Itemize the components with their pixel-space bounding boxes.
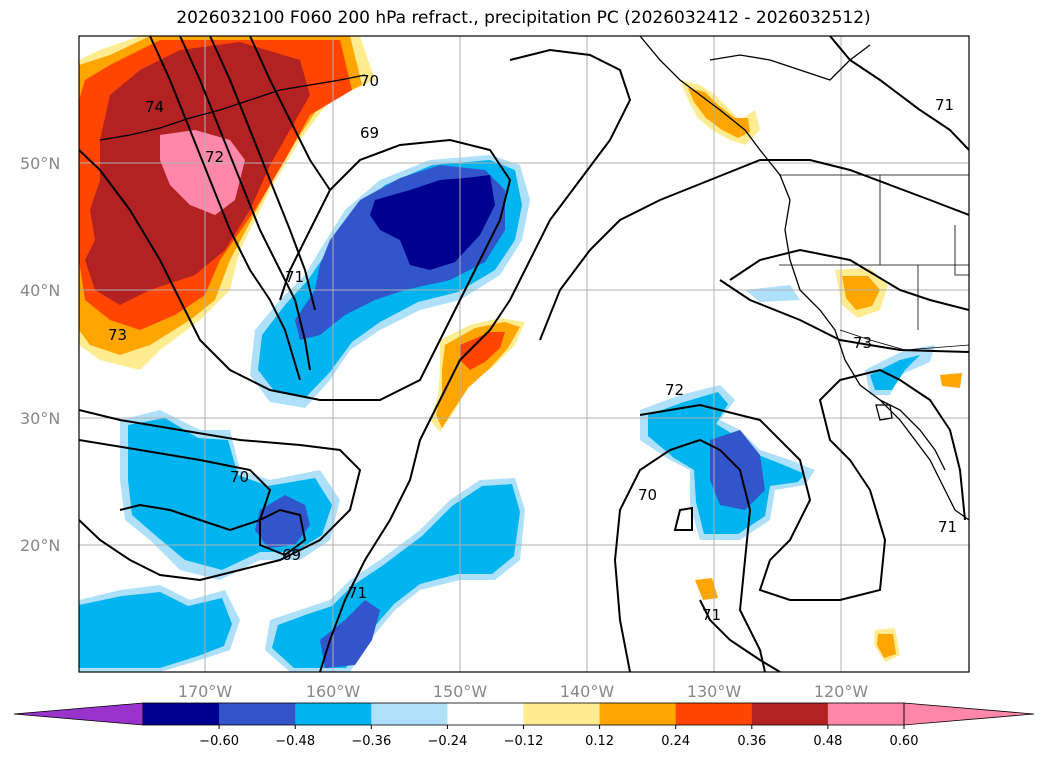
contour-label: 73	[108, 326, 127, 344]
colorbar-tick-label: −0.48	[275, 734, 315, 749]
map-title: 2026032100 F060 200 hPa refract., precip…	[176, 8, 871, 28]
colorbar-tick-label: 0.12	[585, 734, 614, 749]
longitude-label: 140°W	[560, 682, 615, 701]
contour-label: 69	[360, 124, 379, 142]
contour-label: 70	[638, 486, 657, 504]
colorbar-bin	[371, 703, 448, 725]
longitude-label: 170°W	[178, 682, 233, 701]
contour-label: 71	[702, 606, 721, 624]
contour-label: 69	[282, 546, 301, 564]
positive-anomaly-region-mexico	[940, 373, 962, 388]
colorbar-tick-label: 0.60	[890, 734, 919, 749]
longitude-label: 130°W	[687, 682, 742, 701]
contour-label: 71	[938, 518, 957, 536]
latitude-label: 40°N	[20, 281, 60, 300]
contour-lines	[79, 36, 969, 672]
longitude-label: 150°W	[433, 682, 488, 701]
longitude-axis: 170°W 160°W 150°W 140°W 130°W 120°W	[178, 682, 869, 701]
colorbar-tick-label: 0.36	[737, 734, 766, 749]
positive-anomaly-region-tropics	[695, 578, 718, 600]
contour-label: 72	[205, 148, 224, 166]
colorbar-tick-label: 0.24	[661, 734, 690, 749]
colorbar-tick-label: −0.36	[351, 734, 391, 749]
negative-anomaly-region-coast	[870, 355, 920, 390]
colorbar-underflow-arrow	[13, 702, 144, 726]
colorbar-bin	[295, 703, 372, 725]
contour-label: 72	[665, 381, 684, 399]
colorbar-tick-label: −0.60	[199, 734, 239, 749]
contour-label: 71	[935, 96, 954, 114]
contour-label: 71	[285, 268, 304, 286]
longitude-label: 120°W	[814, 682, 869, 701]
latitude-axis: 50°N 40°N 30°N 20°N	[20, 154, 60, 555]
contour-label: 70	[230, 468, 249, 486]
positive-anomaly-region-california	[842, 276, 880, 310]
negative-anomaly-region-east	[710, 430, 765, 510]
colorbar-bin	[143, 703, 220, 725]
colorbar-tick-label: 0.48	[813, 734, 842, 749]
colorbar-tick-label: −0.24	[427, 734, 467, 749]
contour-label: 71	[348, 584, 367, 602]
colorbar-bin	[751, 703, 829, 725]
negative-anomaly-region-southwest	[79, 592, 232, 668]
colorbar-bin	[827, 703, 905, 725]
colorbar-bin	[523, 703, 601, 725]
negative-anomaly-region-south	[320, 600, 380, 668]
contour-label: 73	[853, 334, 872, 352]
latitude-label: 50°N	[20, 154, 60, 173]
colorbar-bin	[219, 703, 296, 725]
positive-anomaly-region-nw	[160, 130, 245, 215]
colorbar-bin	[675, 703, 753, 725]
colorbar-bin	[447, 703, 524, 725]
positive-anomaly-region-mexico	[877, 634, 896, 658]
positive-anomaly-region-coast	[688, 88, 750, 138]
negative-anomaly-region-west	[255, 495, 310, 548]
latitude-label: 20°N	[20, 536, 60, 555]
positive-anomaly-region-central	[460, 332, 505, 370]
latitude-label: 30°N	[20, 409, 60, 428]
contour-label-layer: 70 69 72 74 71 73 72 70 69 71 70 71 71 7…	[108, 72, 957, 624]
coastlines	[99, 36, 969, 521]
colorbar-bin	[599, 703, 677, 725]
borders	[779, 174, 969, 351]
contour-label: 74	[145, 98, 164, 116]
map-frame	[78, 35, 970, 673]
longitude-label: 160°W	[306, 682, 361, 701]
negative-anomaly-region-north	[370, 175, 495, 270]
colorbar-overflow-arrow	[903, 702, 1035, 726]
colorbar: −0.60 −0.48 −0.36 −0.24 −0.12 0.12 0.24 0.36 0.4…	[13, 702, 1035, 749]
negative-anomaly-region-coast	[745, 285, 800, 302]
colorbar-tick-label: −0.12	[504, 734, 544, 749]
negative-anomaly-region-south	[272, 484, 520, 668]
contour-label: 70	[360, 72, 379, 90]
